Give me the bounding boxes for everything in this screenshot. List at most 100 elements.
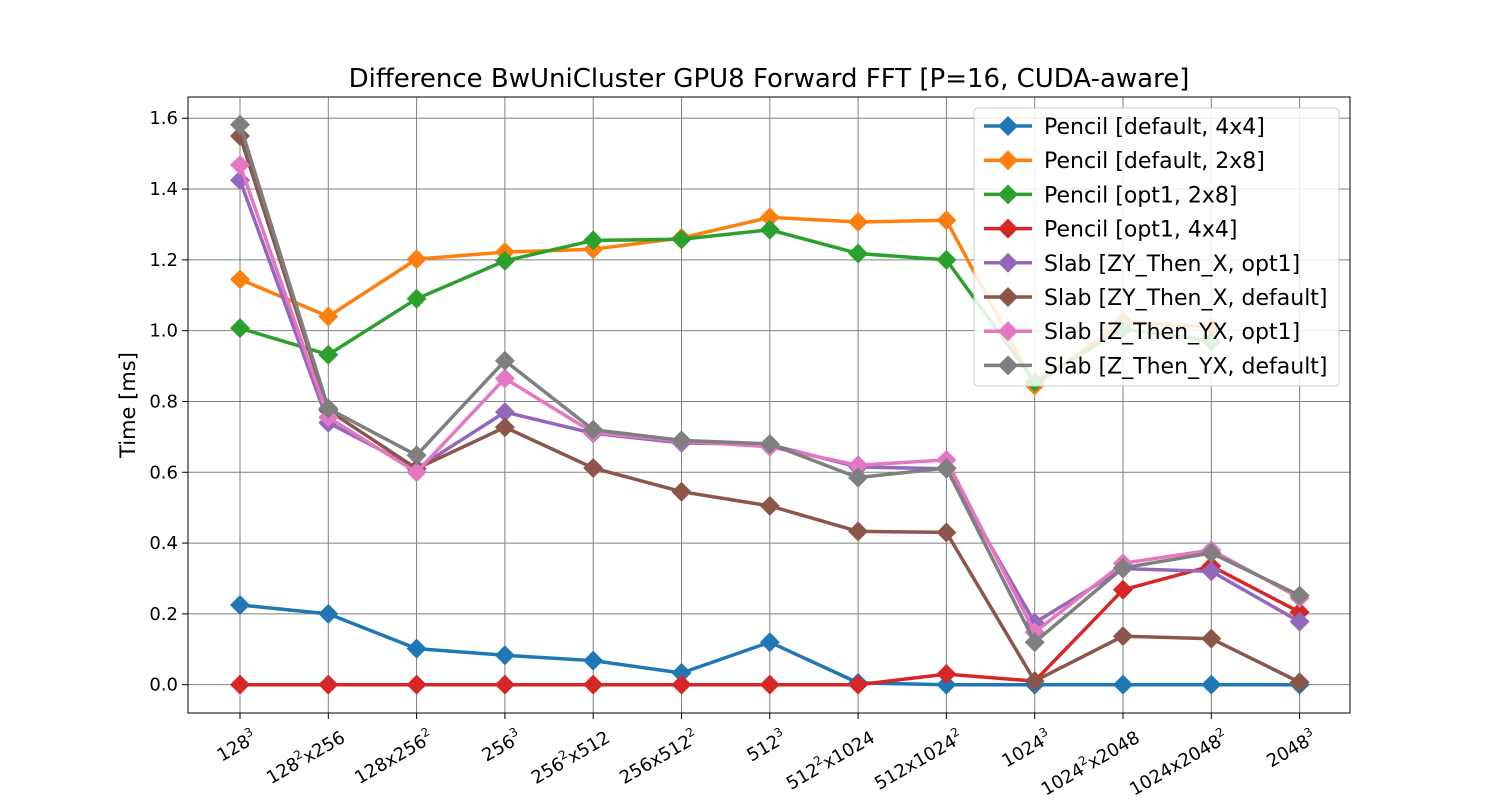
y-tick-label: 0.8 [149, 391, 178, 412]
x-tick-label-base: 128x256 [351, 731, 430, 789]
data-point-marker [1289, 672, 1310, 693]
data-point-marker [230, 269, 250, 290]
data-point-marker [671, 674, 692, 695]
data-point-marker [848, 243, 869, 264]
series-5 [230, 125, 1310, 693]
data-point-marker [671, 229, 692, 250]
legend-item[interactable]: Pencil [default, 2x8] [984, 149, 1265, 174]
data-point-marker [759, 495, 780, 516]
data-point-marker [494, 417, 515, 438]
data-point-marker [936, 522, 957, 543]
data-point-marker [583, 419, 604, 440]
data-point-marker [318, 398, 339, 419]
data-point-marker [318, 674, 339, 695]
data-point-marker [1113, 579, 1133, 600]
data-point-marker [848, 521, 869, 542]
y-tick-label: 1.4 [149, 179, 178, 200]
legend[interactable]: Pencil [default, 4x4] Pencil [default, 2x… [973, 107, 1340, 387]
data-point-marker [1024, 632, 1045, 653]
y-tick-label: 1.6 [149, 108, 178, 129]
legend-item[interactable]: Slab [Z_Then_YX, opt1] [984, 320, 1300, 345]
legend-label: Pencil [default, 4x4] [1044, 115, 1265, 140]
legend-item[interactable]: Slab [ZY_Then_X, default] [984, 286, 1328, 311]
data-point-marker [406, 445, 427, 466]
legend-label: Slab [Z_Then_YX, default] [1044, 354, 1328, 379]
legend-marker [998, 184, 1018, 205]
legend-item[interactable]: Pencil [opt1, 2x8] [984, 183, 1238, 208]
data-point-marker [494, 350, 515, 371]
data-point-marker [1289, 585, 1310, 606]
x-tick-label: 2563 [477, 725, 525, 767]
y-axis: 0.0 0.2 0.4 0.6 0.8 1.0 1.2 1.4 1.6 [149, 108, 188, 696]
data-point-marker [318, 603, 339, 624]
legend-marker [998, 252, 1018, 273]
x-tick-label-rest: x1024 [819, 727, 878, 773]
data-point-marker [759, 219, 780, 240]
data-point-marker [759, 207, 780, 228]
data-point-marker [583, 458, 604, 479]
data-point-marker [494, 368, 515, 389]
data-point-marker [230, 154, 250, 175]
legend-marker [998, 287, 1018, 307]
data-point-marker [406, 674, 427, 695]
data-point-marker [494, 402, 515, 423]
data-point-marker [936, 664, 957, 685]
data-point-marker [848, 211, 869, 232]
legend-marker [998, 150, 1018, 171]
legend-label: Slab [ZY_Then_X, default] [1044, 286, 1328, 311]
x-tick-label: 1283 [212, 725, 260, 767]
legend-label: Pencil [default, 2x8] [1044, 149, 1265, 174]
legend-marker [998, 116, 1018, 136]
data-point-marker [494, 250, 515, 271]
data-point-marker [936, 674, 957, 695]
x-tick-label: 5122x1024 [781, 725, 878, 795]
data-point-marker [230, 674, 250, 695]
series-3 [230, 556, 1310, 695]
x-tick-label: 512x10242 [870, 725, 967, 795]
x-tick-label-base: 256x512 [616, 731, 695, 789]
x-tick-label: 10242x2048 [1036, 725, 1143, 800]
data-point-marker [494, 645, 515, 666]
data-point-marker [318, 344, 339, 365]
data-point-marker [406, 462, 427, 483]
data-point-marker [936, 210, 957, 231]
data-point-marker [230, 114, 250, 135]
x-tick-label-rest: x512 [564, 727, 613, 768]
data-point-marker [1024, 671, 1045, 692]
y-tick-label: 0.2 [149, 604, 178, 625]
legend-item[interactable]: Pencil [opt1, 4x4] [984, 218, 1238, 243]
data-point-marker [671, 662, 692, 683]
legend-marker [998, 321, 1018, 342]
x-tick-label-rest: x256 [299, 727, 348, 768]
plot-frame [187, 96, 1351, 714]
data-point-marker [406, 249, 427, 270]
legend-label: Pencil [opt1, 2x8] [1044, 183, 1238, 208]
y-tick-label: 1.2 [149, 250, 178, 271]
data-point-marker [759, 674, 780, 695]
series-7 [230, 114, 1310, 653]
data-point-marker [1113, 557, 1133, 578]
data-point-marker [406, 288, 427, 309]
data-point-marker [759, 632, 780, 653]
data-point-marker [1289, 611, 1310, 632]
legend-item[interactable]: Pencil [default, 4x4] [984, 115, 1265, 140]
data-point-marker [848, 455, 869, 476]
data-point-marker [583, 650, 604, 671]
legend-label: Slab [Z_Then_YX, opt1] [1044, 320, 1300, 345]
y-tick-label: 0.0 [149, 675, 178, 696]
data-point-marker [671, 430, 692, 451]
data-point-marker [936, 249, 957, 270]
x-tick-label: 256x5122 [615, 725, 702, 789]
data-point-marker [230, 318, 250, 339]
data-point-marker [230, 595, 250, 616]
legend-item[interactable]: Slab [ZY_Then_X, opt1] [984, 252, 1300, 277]
legend-marker [998, 355, 1018, 376]
data-point-marker [318, 306, 339, 327]
legend-marker [998, 218, 1018, 239]
data-point-marker [406, 638, 427, 659]
legend-label: Pencil [opt1, 4x4] [1044, 218, 1238, 243]
legend-item[interactable]: Slab [Z_Then_YX, default] [984, 354, 1328, 379]
chart-title: Difference BwUniCluster GPU8 Forward FFT… [349, 64, 1190, 94]
